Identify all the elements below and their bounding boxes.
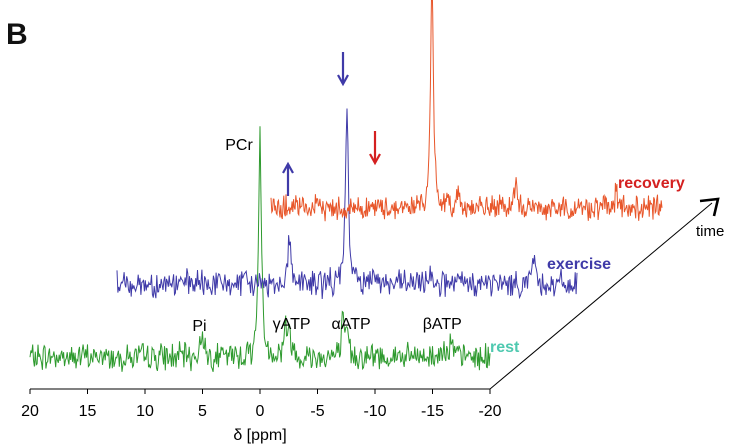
- time-axis-label: time: [696, 223, 724, 240]
- series-labels: rest exercise recovery: [490, 175, 685, 356]
- x-tick-label: -15: [421, 403, 444, 420]
- x-tick-label: 10: [136, 403, 154, 420]
- peak-label: Pi: [192, 318, 206, 335]
- time-axis-line: [489, 202, 713, 390]
- x-axis: 20 15 10 5 0 -5 -10 -15 -20 δ [ppm]: [21, 388, 502, 444]
- peak-label: γATP: [273, 316, 311, 333]
- series-label-recovery: recovery: [618, 175, 685, 192]
- x-ticks: 20 15 10 5 0 -5 -10 -15 -20: [21, 389, 502, 420]
- spectrum-exercise: [116, 108, 578, 300]
- series-label-exercise: exercise: [547, 256, 611, 273]
- time-axis: time: [489, 197, 724, 390]
- peak-label: βATP: [423, 316, 462, 333]
- x-tick-label: 20: [21, 403, 39, 420]
- arrow-up-icon: [282, 161, 294, 196]
- arrows: [282, 52, 381, 196]
- x-tick-label: 15: [79, 403, 97, 420]
- spectrum-recovery: [270, 0, 663, 222]
- series-label-rest: rest: [490, 339, 520, 356]
- peak-label: PCr: [225, 137, 253, 154]
- spectra: [29, 0, 663, 372]
- x-tick-label: -20: [478, 403, 501, 420]
- x-tick-label: -5: [310, 403, 324, 420]
- x-axis-label: δ [ppm]: [233, 427, 286, 444]
- x-tick-label: 0: [256, 403, 265, 420]
- panel-label: B: [6, 18, 28, 51]
- peak-labels: Pi PCr γATP αATP βATP: [192, 137, 461, 335]
- spectrum-rest: [29, 126, 491, 372]
- arrow-down-icon: [337, 52, 349, 87]
- time-arrow-icon: [699, 197, 720, 217]
- peak-label: αATP: [332, 316, 371, 333]
- x-tick-label: 5: [198, 403, 207, 420]
- x-tick-label: -10: [363, 403, 386, 420]
- arrow-down-icon: [369, 131, 381, 166]
